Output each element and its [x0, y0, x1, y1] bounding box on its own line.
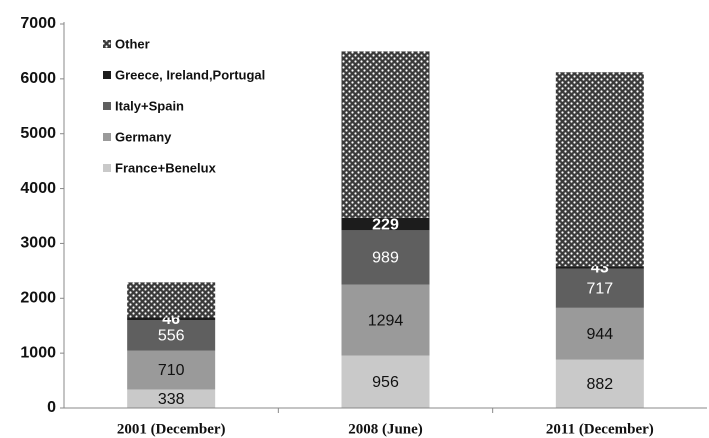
- bar-segment: [555, 307, 644, 360]
- value-label: 556: [158, 327, 185, 344]
- bar-segment: [341, 51, 430, 218]
- x-tick-label: 2001 (December): [117, 421, 226, 437]
- bar-segment: [127, 282, 216, 318]
- legend-swatch: [103, 102, 111, 110]
- bar-segment: [555, 359, 644, 408]
- legend-label: Greece, Ireland,Portugal: [115, 67, 265, 82]
- legend-label: Italy+Spain: [115, 98, 184, 113]
- legend-label: Other: [115, 36, 150, 51]
- bar-segment: [127, 389, 216, 408]
- bar-segment: [341, 355, 430, 408]
- legend-label: Germany: [115, 129, 172, 144]
- y-tick-label: 1000: [20, 344, 56, 361]
- y-tick-label: 0: [47, 399, 56, 416]
- value-label: 989: [372, 250, 399, 267]
- value-label: 956: [372, 374, 399, 391]
- bar-segment: [555, 72, 644, 267]
- y-tick-label: 6000: [20, 70, 56, 87]
- value-label: 710: [158, 362, 185, 379]
- y-tick-label: 2000: [20, 290, 56, 307]
- legend-swatch: [103, 164, 111, 172]
- value-label: 717: [586, 280, 613, 297]
- legend-label: France+Benelux: [115, 160, 217, 175]
- bar-segment: [127, 320, 216, 351]
- bar-segment: [127, 350, 216, 390]
- y-tick-label: 5000: [20, 125, 56, 142]
- y-tick-label: 4000: [20, 180, 56, 197]
- y-tick-label: 3000: [20, 235, 56, 252]
- bar-segment: [341, 284, 430, 356]
- value-label: 338: [158, 391, 185, 408]
- bar-segment: [341, 230, 430, 285]
- legend-swatch: [103, 133, 111, 141]
- value-label: 1294: [368, 312, 404, 329]
- x-tick-label: 2008 (June): [348, 421, 423, 437]
- legend-swatch: [103, 40, 111, 48]
- value-label: 944: [586, 326, 613, 343]
- x-tick-label: 2011 (December): [546, 421, 654, 437]
- bar-segment: [555, 268, 644, 308]
- bar-segment: [555, 266, 644, 269]
- y-tick-label: 7000: [20, 15, 56, 32]
- value-label: 229: [372, 216, 399, 233]
- legend-swatch: [103, 71, 111, 79]
- bar-segment: [341, 217, 430, 231]
- value-label: 882: [586, 376, 613, 393]
- bar-segment: [127, 317, 216, 321]
